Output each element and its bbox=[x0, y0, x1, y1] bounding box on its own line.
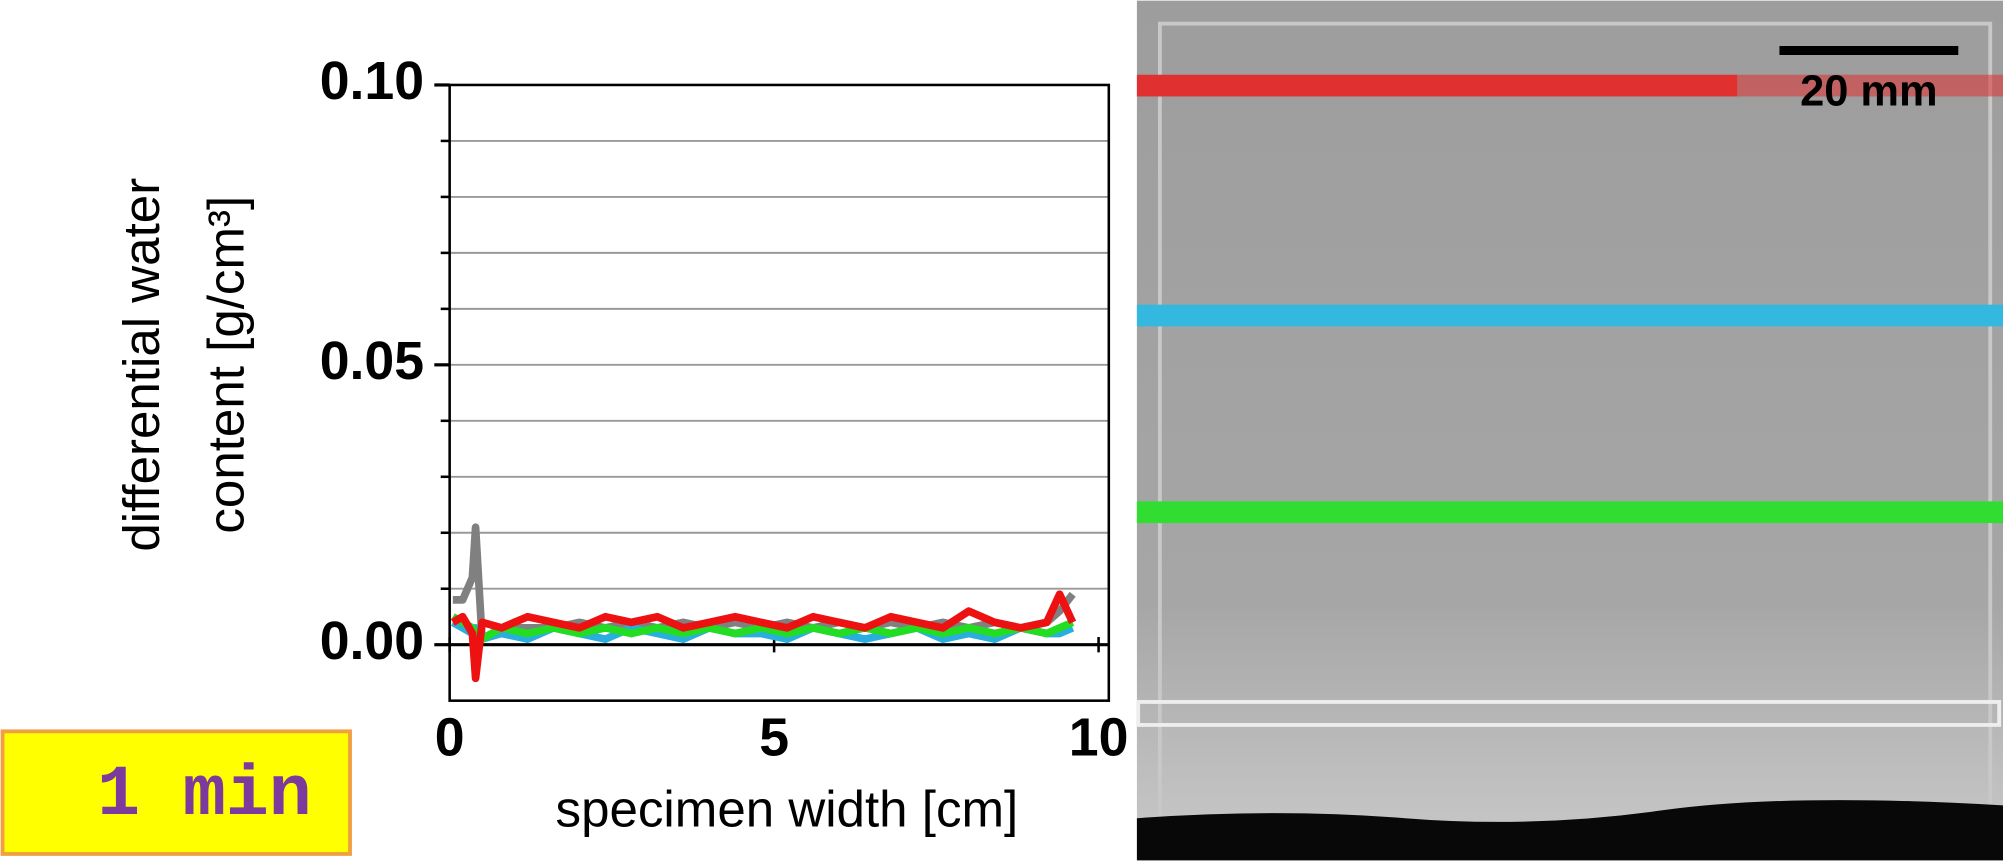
y-axis-label-line: content [g/cm³] bbox=[197, 196, 254, 534]
time-box bbox=[0, 729, 352, 856]
plot: 0.00 0.05 0.10 0 5 10 bbox=[320, 51, 1129, 768]
y-tick-label: 0.00 bbox=[320, 611, 424, 671]
x-tick-label: 0 bbox=[435, 708, 465, 768]
x-tick-label: 5 bbox=[759, 708, 789, 768]
series-line bbox=[450, 613, 1075, 643]
y-tick-label: 0.05 bbox=[320, 331, 424, 391]
plot-frame bbox=[448, 83, 1111, 702]
scale-bar-label: 20 mm bbox=[1800, 67, 1938, 115]
specimen-photo: 20 mm bbox=[1136, 0, 2003, 861]
time-label: 1 min bbox=[97, 755, 312, 836]
x-tick-label: 10 bbox=[1069, 708, 1129, 768]
y-axis-label-line: differential water bbox=[113, 178, 170, 552]
y-tick-label: 0.10 bbox=[320, 51, 424, 111]
plot-area bbox=[449, 84, 1109, 701]
y-axis-label: differential water content [g/cm³] bbox=[113, 178, 254, 552]
series-line bbox=[450, 590, 1077, 683]
x-axis-label: specimen width [cm] bbox=[556, 781, 1019, 838]
